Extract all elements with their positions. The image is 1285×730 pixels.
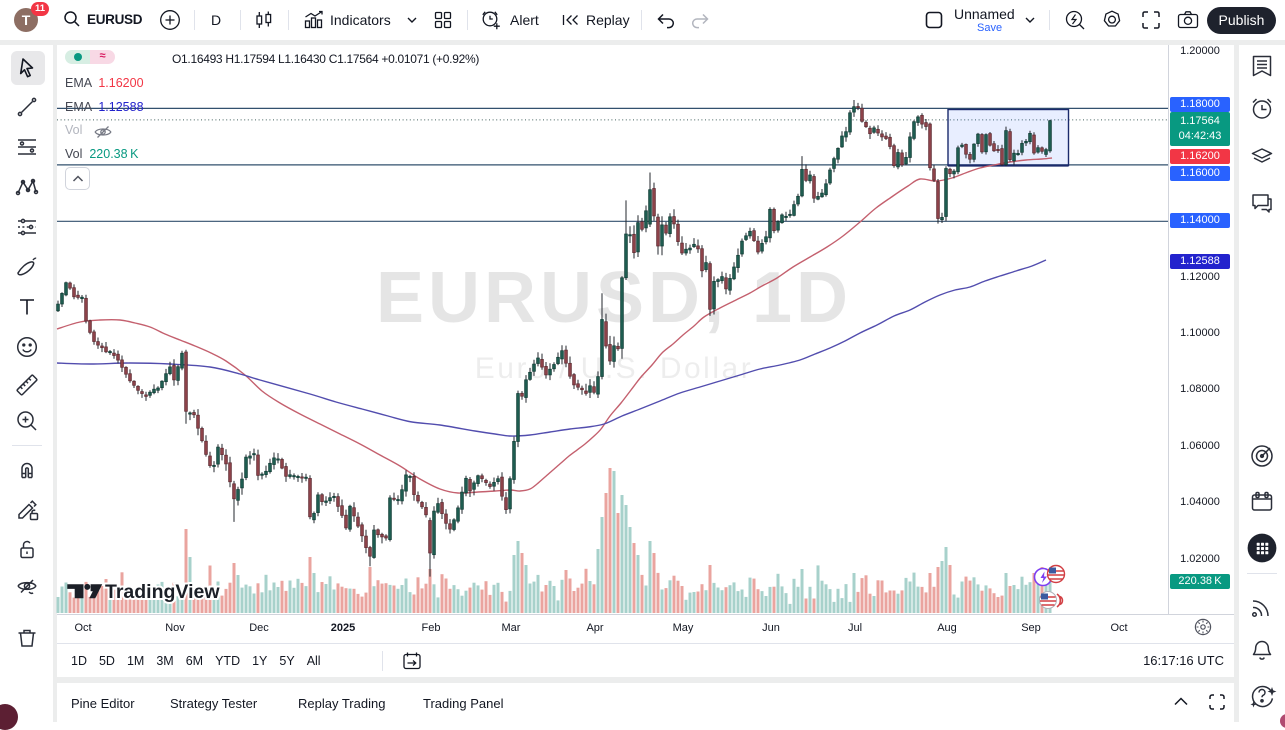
svg-text:TradingView: TradingView xyxy=(105,581,220,603)
svg-text:EURUSD, 1D: EURUSD, 1D xyxy=(376,258,852,338)
